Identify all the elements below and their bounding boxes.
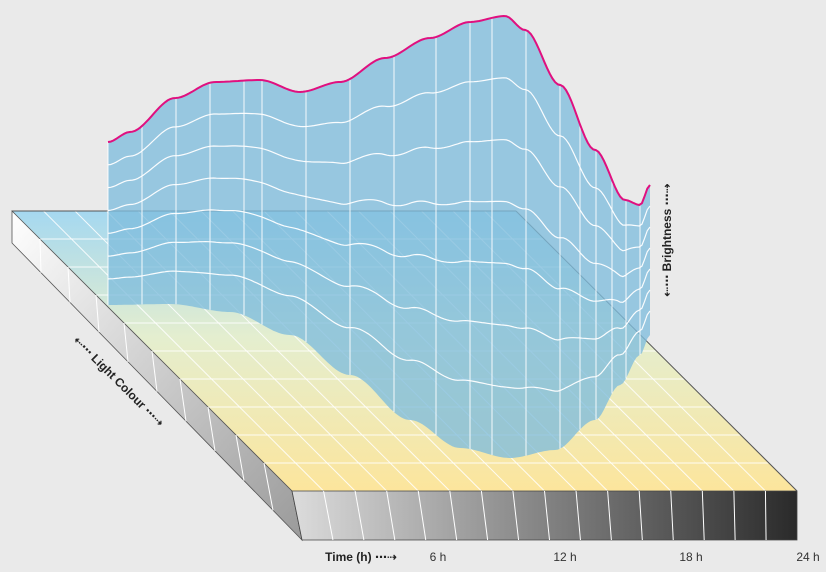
left-face-tick: [95, 294, 100, 333]
surface-contour-line: [107, 77, 651, 227]
surface-contour-line: [107, 209, 651, 303]
left-face-tick: [123, 322, 129, 362]
time-tick-18h: 18 h: [679, 550, 702, 564]
front-face-tick: [670, 490, 674, 541]
front-face-tick: [323, 490, 334, 541]
front-face-tick: [764, 490, 767, 541]
front-face-tick: [638, 490, 643, 541]
time-tick-12h: 12 h: [553, 550, 576, 564]
brightness-profile-curve: [107, 14, 651, 207]
base-front-ticks: [323, 490, 767, 541]
surface-contour-line: [107, 270, 651, 392]
base-front-face: [291, 490, 798, 541]
front-face-tick: [480, 490, 489, 541]
time-tick-24h: 24 h: [796, 550, 819, 564]
surface-contour-line: [107, 139, 651, 252]
surface-vertical-grid: [107, 17, 641, 456]
left-face-tick: [151, 350, 158, 392]
front-face-tick: [417, 490, 427, 541]
left-face-tick: [179, 378, 187, 422]
front-face-tick: [701, 490, 705, 541]
time-tick-6h: 6 h: [430, 550, 447, 564]
base-left-ticks: [39, 238, 274, 511]
surface-contour-line: [107, 240, 651, 341]
front-face-tick: [449, 490, 458, 541]
time-axis-label: Time (h) ⋯⇢: [325, 550, 397, 564]
brightness-axis-label: ⇠⋯ Brightness ⋯⇢: [660, 183, 674, 296]
front-face-tick: [386, 490, 396, 541]
front-face-tick: [512, 490, 520, 541]
left-face-tick: [39, 238, 42, 273]
left-face-tick: [67, 266, 71, 303]
front-face-tick: [607, 490, 612, 541]
surface-contour-line: [107, 177, 651, 278]
left-face-tick: [263, 462, 274, 511]
front-face-tick: [575, 490, 581, 541]
left-face-tick: [207, 406, 216, 451]
surface-horizontal-grid: [107, 77, 651, 392]
front-face-tick: [544, 490, 550, 541]
front-face-tick: [733, 490, 736, 541]
left-face-tick: [235, 434, 245, 481]
front-face-tick: [354, 490, 365, 541]
